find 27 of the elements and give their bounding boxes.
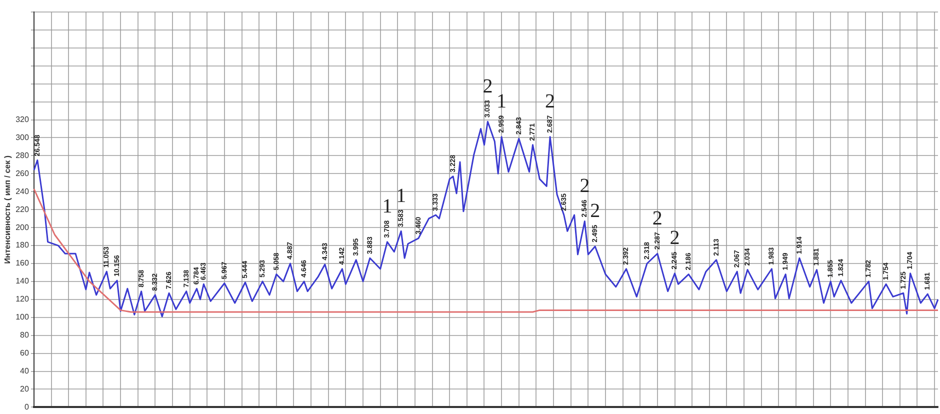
y-tick-label: 120 (16, 294, 30, 304)
y-tick-label: 100 (16, 312, 30, 322)
y-tick-label: 180 (16, 240, 30, 250)
annotation: 2 (482, 75, 493, 98)
y-tick-label: 140 (16, 276, 30, 286)
y-tick-label: 280 (16, 150, 30, 160)
y-tick-label: 320 (16, 114, 30, 124)
y-tick-label: 80 (20, 330, 30, 340)
annotation: 2 (652, 207, 662, 230)
annotation: 1 (396, 184, 406, 207)
annotation: 1 (496, 90, 507, 113)
y-tick-label: 300 (16, 132, 30, 142)
y-tick-label: 240 (16, 186, 30, 196)
annotation: 2 (670, 227, 680, 250)
y-tick-label: 20 (20, 384, 30, 394)
y-tick-label: 0 (24, 402, 30, 412)
annotation: 2 (545, 90, 556, 113)
annotation: 1 (382, 196, 392, 218)
annotation: 2 (590, 200, 600, 222)
y-tick-label: 220 (16, 204, 30, 214)
y-tick-label: 260 (16, 168, 30, 178)
y-tick-label: 40 (20, 366, 30, 376)
y-axis-title: Интенсивность ( имп / сек ) (3, 155, 12, 264)
annotation: 2 (580, 175, 590, 198)
y-tick-label: 160 (16, 258, 30, 268)
y-tick-label: 200 (16, 222, 30, 232)
y-tick-label: 60 (20, 348, 30, 358)
